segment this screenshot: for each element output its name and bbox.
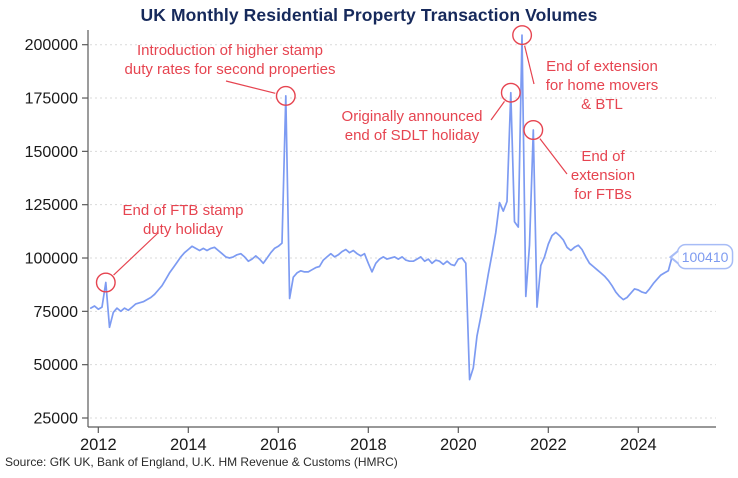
end-value-label: 100410 xyxy=(682,249,729,265)
source-note: Source: GfK UK, Bank of England, U.K. HM… xyxy=(5,455,398,469)
chart-title: UK Monthly Residential Property Transact… xyxy=(140,5,598,25)
y-tick-label: 200000 xyxy=(25,37,78,54)
y-tick-label: 50000 xyxy=(34,357,79,374)
annotation-circle xyxy=(500,82,521,103)
x-tick-label: 2020 xyxy=(440,436,477,454)
annotation-circle xyxy=(275,85,296,106)
x-tick-label: 2016 xyxy=(260,436,297,454)
end-label-caret xyxy=(669,250,679,264)
annotation-leader-line xyxy=(225,80,276,94)
data-line-series xyxy=(89,34,673,381)
x-tick-label: 2014 xyxy=(170,436,207,454)
y-tick-label: 100000 xyxy=(25,251,78,268)
x-tick-label: 2024 xyxy=(620,436,657,454)
annotation-circle xyxy=(523,119,544,140)
y-tick-label: 175000 xyxy=(25,91,78,108)
annotation-leader-line xyxy=(490,101,505,121)
annotation-circle xyxy=(512,25,533,46)
annotation-leader-line xyxy=(113,232,159,276)
y-tick-label: 150000 xyxy=(25,144,78,161)
annotation-leader-line xyxy=(539,138,568,175)
y-tick-label: 125000 xyxy=(25,197,78,214)
x-tick-label: 2012 xyxy=(80,436,117,454)
y-tick-label: 75000 xyxy=(34,304,79,321)
y-tick-label: 25000 xyxy=(34,411,79,428)
x-tick-label: 2018 xyxy=(350,436,387,454)
annotation-leader-line xyxy=(524,45,535,85)
x-tick-label: 2022 xyxy=(530,436,567,454)
annotation-circle xyxy=(95,272,116,293)
